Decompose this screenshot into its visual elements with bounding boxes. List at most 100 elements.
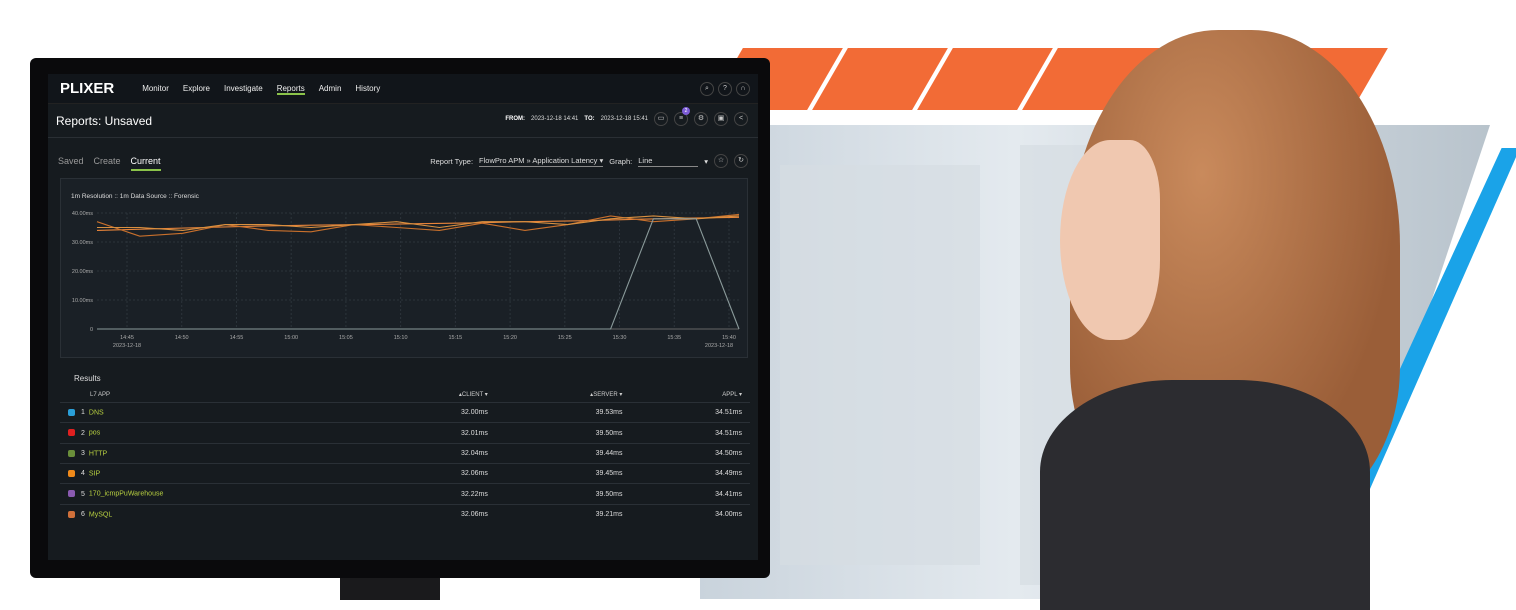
search-icon[interactable]: ⌕ — [700, 82, 714, 96]
nav-admin[interactable]: Admin — [318, 83, 342, 93]
x-tick-label: 15:40 — [722, 335, 736, 341]
tab-saved[interactable]: Saved — [58, 156, 84, 166]
results-section: Results L7 APP ▴CLIENT ▾ ▴SERVER ▾ APPL … — [60, 366, 750, 525]
x-tick-label: 15:25 — [558, 335, 572, 341]
report-type-value: FlowPro APM » Application Latency — [479, 155, 598, 165]
series-line — [97, 218, 740, 330]
table-row[interactable]: 6 MySQL 32.06ms 39.21ms 34.00ms — [60, 503, 750, 525]
client-cell: 32.22ms — [370, 483, 496, 505]
x-tick-label: 15:00 — [284, 335, 298, 341]
rank: 1 — [81, 409, 85, 417]
gear-icon[interactable]: ⚙ — [694, 112, 708, 126]
report-type-label: Report Type: — [430, 156, 474, 166]
to-value[interactable]: 2023-12-18 15:41 — [600, 116, 648, 122]
page-title: Reports: Unsaved — [56, 113, 153, 128]
app-name[interactable]: HTTP — [88, 450, 108, 458]
nav-reports[interactable]: Reports — [276, 83, 305, 95]
app-cell[interactable]: 2 pos — [60, 422, 371, 444]
y-tick-label: 10.00ms — [72, 298, 93, 304]
server-cell: 39.53ms — [495, 401, 631, 423]
series-swatch — [68, 510, 75, 518]
app-cell[interactable]: 1 DNS — [60, 401, 371, 423]
series-swatch — [68, 490, 75, 498]
refresh-icon[interactable]: ↻ — [734, 154, 748, 168]
table-row[interactable]: 2 pos 32.01ms 39.50ms 34.51ms — [60, 422, 750, 444]
from-value[interactable]: 2023-12-18 14:41 — [531, 116, 579, 122]
chevron-down-icon[interactable]: ▾ — [704, 156, 708, 166]
series-line — [96, 213, 740, 237]
x-tick-label: 15:15 — [448, 335, 462, 341]
table-row[interactable]: 5 170_icmpPuWarehouse 32.22ms 39.50ms 34.41m… — [60, 483, 750, 505]
appl-cell: 34.00ms — [630, 503, 750, 525]
help-icon[interactable]: ? — [718, 82, 732, 96]
appl-cell: 34.51ms — [630, 401, 750, 423]
nav-explore[interactable]: Explore — [182, 83, 210, 93]
y-tick-label: 0 — [90, 327, 93, 333]
tab-create[interactable]: Create — [93, 156, 121, 166]
table-row[interactable]: 4 SIP 32.06ms 39.45ms 34.49ms — [60, 463, 750, 484]
client-cell: 32.00ms — [370, 401, 496, 423]
x-tick-label: 15:05 — [339, 335, 353, 341]
chart-source: 1m Resolution :: 1m Data Source :: Foren… — [71, 193, 199, 200]
tabs: Saved Create Current — [58, 156, 161, 171]
top-nav: PLIXER Monitor Explore Investigate Reports A… — [48, 74, 758, 104]
table-row[interactable]: 1 DNS 32.00ms 39.53ms 34.51ms — [60, 401, 750, 423]
server-cell: 39.50ms — [495, 483, 631, 505]
appl-cell: 34.50ms — [630, 442, 750, 464]
x-date-label: 2023-12-18 — [705, 343, 733, 349]
col-client[interactable]: ▴CLIENT ▾ — [458, 392, 488, 398]
save-icon[interactable]: ▣ — [714, 112, 728, 126]
server-cell: 39.50ms — [495, 422, 631, 444]
app-name[interactable]: MySQL — [88, 511, 113, 519]
client-cell: 32.06ms — [370, 503, 496, 525]
share-icon[interactable]: < — [734, 112, 748, 126]
x-date-label: 2023-12-18 — [113, 343, 141, 349]
client-cell: 32.01ms — [370, 422, 496, 444]
chart-panel: 1m Resolution :: 1m Data Source :: Foren… — [60, 178, 748, 358]
nav-investigate[interactable]: Investigate — [224, 83, 263, 93]
y-tick-label: 30.00ms — [72, 240, 93, 246]
rank: 6 — [81, 511, 85, 519]
from-label: FROM: — [505, 116, 526, 122]
page-header: Reports: Unsaved FROM: 2023-12-18 14:41 … — [48, 104, 758, 138]
table-row[interactable]: 3 HTTP 32.04ms 39.44ms 34.50ms — [60, 442, 750, 464]
nav-monitor[interactable]: Monitor — [142, 83, 169, 93]
graph-value: Line — [638, 155, 653, 165]
filter-icon[interactable]: ≡ 2 — [674, 107, 690, 126]
app-name[interactable]: SIP — [88, 470, 101, 478]
col-l7-app[interactable]: L7 APP — [90, 391, 111, 398]
app-name[interactable]: DNS — [88, 409, 104, 417]
app-screen: PLIXER Monitor Explore Investigate Reports A… — [48, 74, 758, 560]
latency-chart: 0 10.00ms 20.00ms 30.00ms 40.00ms 14:45 14:50 1… — [72, 211, 740, 349]
graph-label: Graph: — [609, 156, 633, 166]
x-tick-label: 15:30 — [613, 335, 627, 341]
tab-current[interactable]: Current — [130, 156, 161, 171]
report-type-select[interactable]: FlowPro APM » Application Latency ▾ — [479, 155, 604, 167]
app-cell[interactable]: 6 MySQL — [60, 503, 371, 525]
app-cell[interactable]: 3 HTTP — [60, 442, 371, 464]
app-name[interactable]: pos — [88, 429, 101, 437]
rank: 3 — [81, 450, 85, 458]
x-tick-label: 15:10 — [394, 335, 408, 341]
person-coat — [1040, 380, 1370, 610]
nav-history[interactable]: History — [355, 83, 381, 93]
server-cell: 39.21ms — [495, 503, 631, 525]
x-tick-label: 14:55 — [230, 335, 244, 341]
rank: 2 — [81, 429, 85, 437]
appl-cell: 34.49ms — [630, 463, 750, 484]
col-appl[interactable]: APPL ▾ — [722, 392, 742, 398]
star-icon[interactable]: ☆ — [714, 154, 728, 168]
app-name[interactable]: 170_icmpPuWarehouse — [88, 490, 164, 498]
filter-badge: 2 — [682, 107, 690, 115]
col-server[interactable]: ▴SERVER ▾ — [590, 392, 623, 398]
app-cell[interactable]: 5 170_icmpPuWarehouse — [60, 483, 371, 505]
rank: 4 — [81, 470, 85, 478]
client-cell: 32.04ms — [370, 442, 496, 464]
server-cell: 39.45ms — [495, 463, 631, 484]
series-line — [97, 215, 740, 231]
graph-select[interactable]: Line — [638, 155, 699, 167]
headset-icon[interactable]: ∩ — [736, 82, 750, 96]
calendar-icon[interactable]: ▭ — [654, 112, 668, 126]
app-cell[interactable]: 4 SIP — [60, 463, 371, 484]
x-tick-label: 14:50 — [175, 335, 189, 341]
